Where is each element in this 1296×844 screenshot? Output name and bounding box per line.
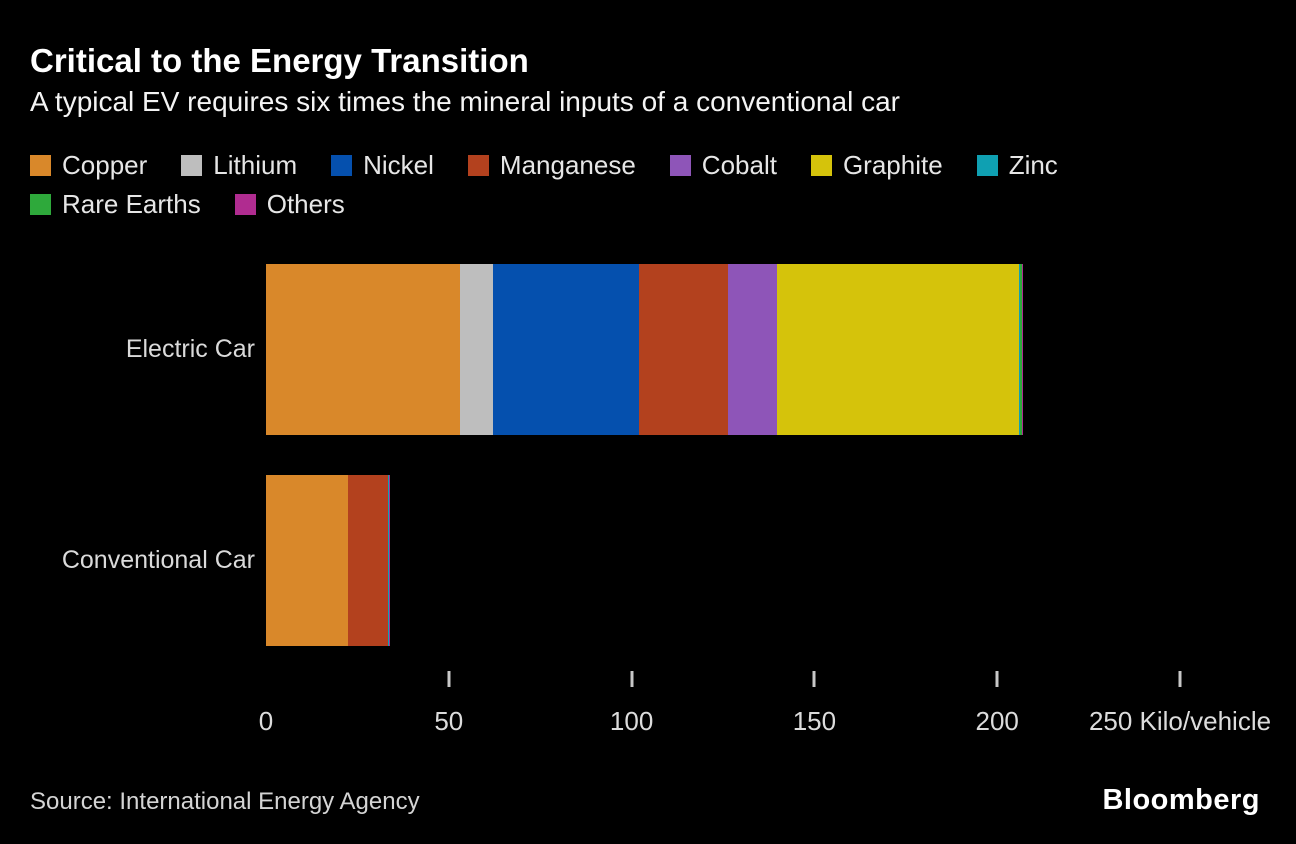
rare-earths-swatch-icon — [30, 193, 51, 215]
legend-item-cobalt: Cobalt — [669, 150, 777, 180]
cobalt-swatch-icon — [669, 154, 691, 176]
legend-label-rare-earths: Rare Earths — [62, 189, 201, 219]
legend-item-zinc: Zinc — [976, 150, 1058, 180]
segment-electric-car-manganese — [638, 264, 729, 435]
segment-electric-car-lithium — [460, 264, 494, 435]
legend-item-others: Others — [234, 189, 345, 219]
axis-label-50: 50 — [434, 706, 464, 736]
segment-electric-car-cobalt — [728, 264, 778, 435]
axis-label-100: 100 — [609, 706, 654, 736]
segment-conventional-car-others — [388, 475, 390, 646]
segment-electric-car-others — [1021, 264, 1023, 435]
legend-item-lithium: Lithium — [181, 152, 297, 178]
axis-tick-150 — [812, 671, 816, 687]
legend-label-zinc: Zinc — [1008, 150, 1058, 180]
page-title: Critical to the Energy Transition — [30, 42, 529, 79]
legend-item-manganese: Manganese — [467, 150, 636, 180]
legend-item-rare-earths: Rare Earths — [30, 191, 201, 217]
axis-tick-50 — [447, 671, 451, 687]
legend-item-nickel: Nickel — [331, 152, 434, 178]
segment-conventional-car-manganese — [347, 475, 389, 646]
copper-swatch-icon — [30, 154, 51, 176]
axis-tick-100 — [630, 671, 634, 687]
legend-label-nickel: Nickel — [363, 150, 434, 180]
axis-label-250: 250 Kilo/vehicle — [1088, 706, 1272, 736]
others-swatch-icon — [234, 193, 256, 215]
legend-item-copper: Copper — [30, 152, 147, 178]
manganese-swatch-icon — [467, 154, 489, 176]
legend-label-graphite: Graphite — [842, 150, 943, 180]
axis-tick-200 — [995, 671, 999, 687]
axis-label-0: 0 — [258, 706, 274, 736]
segment-electric-car-nickel — [493, 264, 639, 435]
category-label-electric-car: Electric Car — [125, 335, 255, 363]
segment-conventional-car-copper — [266, 475, 348, 646]
axis-label-200: 200 — [975, 706, 1019, 736]
category-label-conventional-car: Conventional Car — [61, 546, 255, 574]
axis-label-150: 150 — [792, 706, 837, 736]
zinc-swatch-icon — [976, 154, 998, 176]
legend: Copper Lithium Nickel Manganese Cobalt Graphi… — [30, 152, 1150, 217]
legend-label-others: Others — [266, 189, 345, 219]
nickel-swatch-icon — [331, 154, 353, 176]
legend-label-lithium: Lithium — [213, 150, 298, 180]
lithium-swatch-icon — [181, 154, 203, 176]
segment-electric-car-copper — [266, 264, 461, 435]
legend-label-manganese: Manganese — [499, 150, 636, 180]
segment-electric-car-graphite — [777, 264, 1020, 435]
legend-label-copper: Copper — [62, 150, 148, 180]
source-note: Source: International Energy Agency — [30, 788, 420, 815]
bloomberg-logo: Bloomberg — [1102, 784, 1260, 816]
bar-electric-car — [266, 264, 1023, 435]
legend-item-graphite: Graphite — [810, 150, 943, 180]
legend-label-cobalt: Cobalt — [701, 150, 777, 180]
axis-tick-250 — [1178, 671, 1182, 687]
page-subtitle: A typical EV requires six times the mine… — [30, 86, 900, 117]
segment-electric-car-rare-earths — [1019, 264, 1022, 435]
bar-conventional-car — [266, 475, 390, 646]
graphite-swatch-icon — [810, 154, 832, 176]
